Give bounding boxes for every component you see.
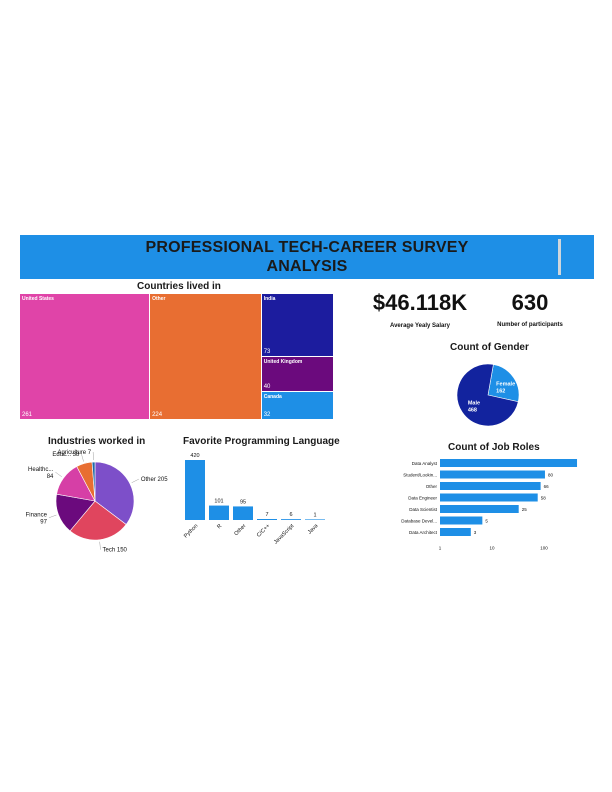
languages-chart-title: Favorite Programming Language bbox=[183, 436, 340, 447]
role-bar-data-analyst bbox=[440, 459, 578, 467]
gender-label-female: Female bbox=[496, 382, 515, 388]
role-axis-tick-10: 10 bbox=[489, 546, 495, 551]
role-axis-tick-100: 100 bbox=[540, 546, 548, 551]
participants-kpi-label: Number of participants bbox=[497, 322, 563, 328]
gender-label-male: Male bbox=[468, 400, 480, 406]
gender-slice-female bbox=[487, 364, 520, 403]
role-bar-data-engineer bbox=[440, 493, 538, 502]
treemap-tile-label: United States bbox=[22, 296, 54, 302]
industry-leader-line bbox=[55, 471, 62, 478]
language-bar-r bbox=[209, 505, 229, 520]
banner-divider bbox=[558, 239, 561, 275]
role-value-database-devel: 5 bbox=[485, 519, 488, 524]
treemap-tile-united-states: United States 261 bbox=[20, 294, 150, 419]
role-value-data-architect: 3 bbox=[474, 530, 477, 535]
industry-leader-line bbox=[131, 478, 139, 483]
gender-slice-male bbox=[456, 363, 519, 427]
language-bar-other bbox=[233, 506, 253, 520]
treemap-tile-label: Canada bbox=[263, 394, 282, 401]
role-label-data-analyst: Data Analyst bbox=[412, 461, 438, 466]
languages-bar-chart: 420 Python 101 R 95 Other 7 C/C++ 6 JavaScript 1 Ja… bbox=[183, 453, 325, 546]
role-label-data-scientist: Data Scientist bbox=[409, 507, 438, 512]
language-tick-javascript: JavaScript bbox=[273, 523, 296, 546]
role-label-data-architect: Data Architect bbox=[409, 530, 438, 535]
roles-chart-title: Count of Job Roles bbox=[448, 442, 540, 453]
treemap-tile-value: 73 bbox=[263, 349, 271, 356]
industry-label-other: Other 205 bbox=[141, 477, 168, 483]
gender-value-male: 468 bbox=[468, 407, 477, 413]
industry-leader-line bbox=[81, 453, 84, 462]
role-label-other: Other bbox=[426, 484, 438, 489]
treemap-tile-label: Other bbox=[152, 296, 166, 302]
language-bar-python bbox=[185, 460, 205, 520]
treemap-tile-canada: Canada 32 bbox=[261, 392, 333, 419]
industry-label-educ: Educ... 38 bbox=[52, 452, 80, 458]
treemap-tile-label: India bbox=[263, 296, 276, 302]
language-value-other: 95 bbox=[240, 499, 246, 505]
industry-slice-agriculture bbox=[91, 461, 96, 502]
treemap-tile-value: 32 bbox=[263, 411, 271, 418]
language-bar-java bbox=[305, 519, 325, 520]
industry-slice-other bbox=[94, 461, 135, 525]
treemap-tile-value: 261 bbox=[22, 412, 33, 418]
role-value-other: 66 bbox=[544, 484, 550, 489]
role-label-student-lookin: Student/Lookin... bbox=[403, 473, 437, 478]
role-label-data-engineer: Data Engineer bbox=[408, 496, 437, 501]
role-bar-other bbox=[440, 482, 541, 490]
language-value-r: 101 bbox=[214, 499, 223, 505]
language-bar-javascript bbox=[281, 519, 301, 520]
participants-kpi-value: 630 bbox=[511, 290, 549, 315]
treemap-tile-label: United Kingdom bbox=[263, 359, 303, 366]
treemap-tile-india: India 73 bbox=[261, 294, 333, 357]
industry-label-agriculture: Agriculture 7 bbox=[57, 450, 91, 456]
industry-label-finance: Finance bbox=[26, 513, 48, 519]
role-value-student-lookin: 80 bbox=[548, 473, 554, 478]
role-bar-data-scientist bbox=[440, 505, 519, 513]
industry-leader-line bbox=[99, 541, 101, 550]
industry-label-tech: Tech 150 bbox=[103, 548, 128, 554]
language-tick-c-c: C/C++ bbox=[256, 523, 271, 538]
language-tick-other: Other bbox=[233, 523, 247, 537]
language-bar-c-c bbox=[257, 519, 277, 520]
industry-leader-line bbox=[48, 514, 57, 518]
industry-value-healthc: 84 bbox=[47, 474, 54, 480]
industry-slice-tech bbox=[69, 500, 127, 541]
role-axis-tick-1: 1 bbox=[439, 546, 442, 551]
salary-kpi-value: $46.118K bbox=[372, 290, 468, 315]
treemap-tile-other: Other 224 bbox=[150, 294, 261, 419]
industries-chart-title: Industries worked in bbox=[48, 436, 146, 447]
language-tick-python: Python bbox=[183, 523, 199, 539]
salary-kpi-label: Average Yealy Salary bbox=[389, 323, 451, 329]
language-value-c-c: 7 bbox=[265, 512, 268, 518]
gender-value-female: 162 bbox=[496, 389, 505, 395]
language-value-javascript: 6 bbox=[289, 512, 292, 518]
industry-label-healthc: Healthc... bbox=[28, 467, 54, 473]
treemap-tile-value: 224 bbox=[152, 412, 163, 418]
banner-title-line1: PROFESSIONAL TECH-CAREER SURVEY bbox=[145, 239, 469, 256]
language-value-python: 420 bbox=[190, 453, 199, 459]
treemap-tile-united-kingdom: United Kingdom 40 bbox=[261, 357, 333, 392]
role-bar-data-architect bbox=[440, 528, 471, 536]
language-value-java: 1 bbox=[313, 512, 316, 518]
gender-chart-title: Count of Gender bbox=[450, 342, 529, 353]
language-tick-r: R bbox=[216, 523, 223, 530]
role-value-data-scientist: 25 bbox=[522, 507, 528, 512]
language-tick-java: Java bbox=[307, 523, 320, 536]
treemap-tile-value: 40 bbox=[263, 384, 271, 391]
countries-chart-title: Countries lived in bbox=[137, 281, 221, 292]
role-label-database-devel: Database Devel... bbox=[401, 519, 437, 524]
roles-bar-chart: Data Analyst331Student/Lookin...80Other6… bbox=[401, 459, 578, 551]
role-bar-database-devel bbox=[440, 516, 483, 525]
role-value-data-engineer: 58 bbox=[541, 496, 547, 501]
role-bar-student-lookin bbox=[440, 470, 545, 479]
banner-title-line2: ANALYSIS bbox=[266, 258, 348, 275]
industry-value-finance: 97 bbox=[40, 520, 47, 526]
title-banner: PROFESSIONAL TECH-CAREER SURVEY ANALYSIS bbox=[20, 235, 594, 279]
